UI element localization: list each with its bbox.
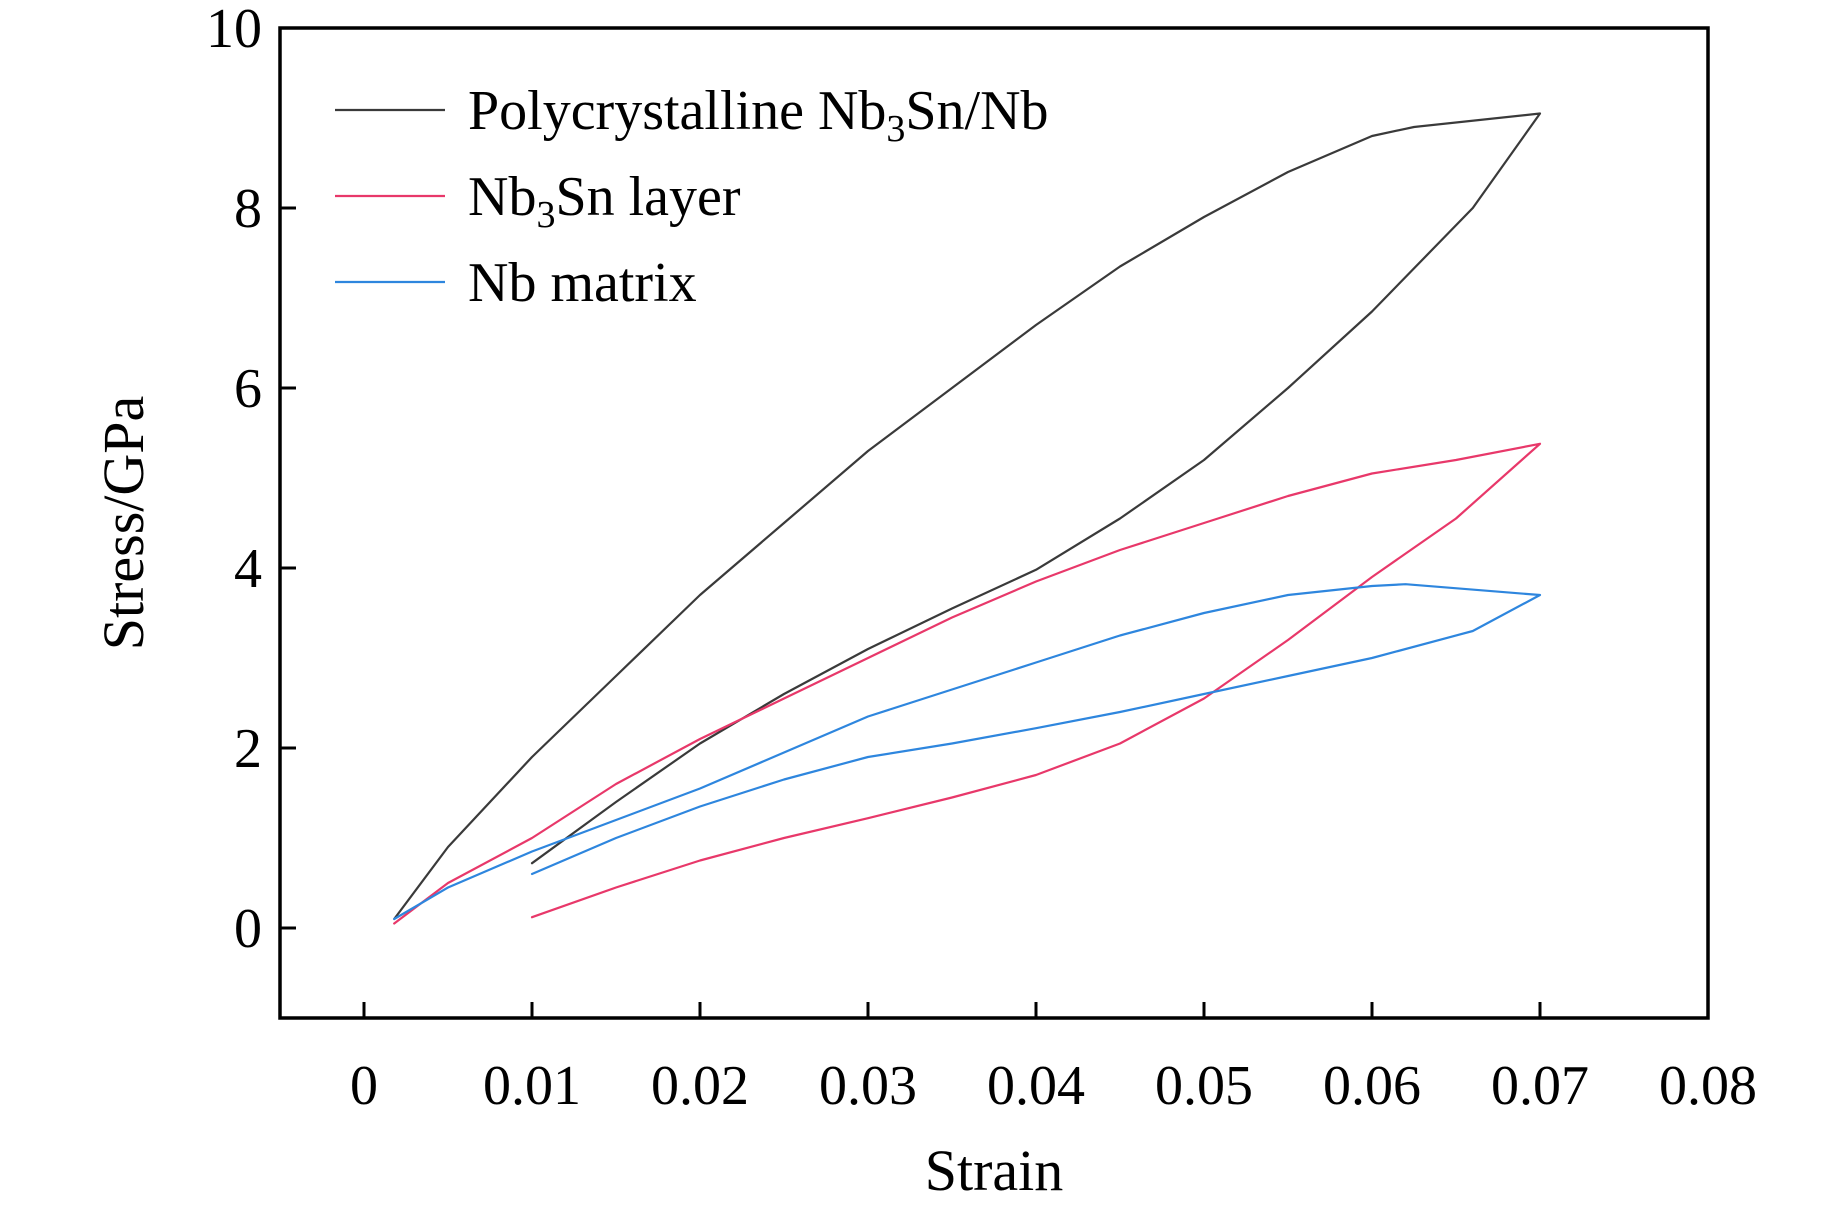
x-tick-label: 0.06 — [1323, 1055, 1421, 1117]
legend: Polycrystalline Nb3Sn/Nb Nb3Sn layer Nb ma… — [335, 80, 1049, 314]
series-line-3 — [393, 583, 1542, 921]
y-tick-label: 10 — [206, 0, 262, 60]
legend-label-1: Polycrystalline Nb3Sn/Nb — [468, 80, 1049, 150]
y-tick-label: 8 — [234, 178, 262, 240]
ticks-layer: 0 0.01 0.02 0.03 0.04 0.05 0.06 0.07 0.08 0 2 4 6 8 10 — [206, 0, 1757, 1117]
y-axis-label: Stress/GPa — [91, 396, 156, 651]
legend-label-2: Nb3Sn layer — [468, 166, 741, 236]
y-tick-label: 0 — [234, 898, 262, 960]
plot-frame — [278, 26, 1710, 1020]
legend-label-3: Nb matrix — [468, 252, 697, 314]
series-line-1 — [393, 112, 1542, 921]
x-tick-label: 0.08 — [1659, 1055, 1757, 1117]
x-tick-label: 0.02 — [651, 1055, 749, 1117]
x-axis-label: Strain — [925, 1138, 1064, 1203]
y-tick-label: 6 — [234, 358, 262, 420]
x-tick-label: 0.05 — [1155, 1055, 1253, 1117]
series-line-2 — [393, 442, 1542, 925]
x-tick-label: 0.03 — [819, 1055, 917, 1117]
x-tick-label: 0.01 — [483, 1055, 581, 1117]
series-layer — [393, 112, 1542, 925]
x-tick-label: 0.07 — [1491, 1055, 1589, 1117]
x-tick-label: 0 — [350, 1055, 378, 1117]
y-tick-label: 2 — [234, 718, 262, 780]
x-tick-label: 0.04 — [987, 1055, 1085, 1117]
y-tick-label: 4 — [234, 538, 262, 600]
